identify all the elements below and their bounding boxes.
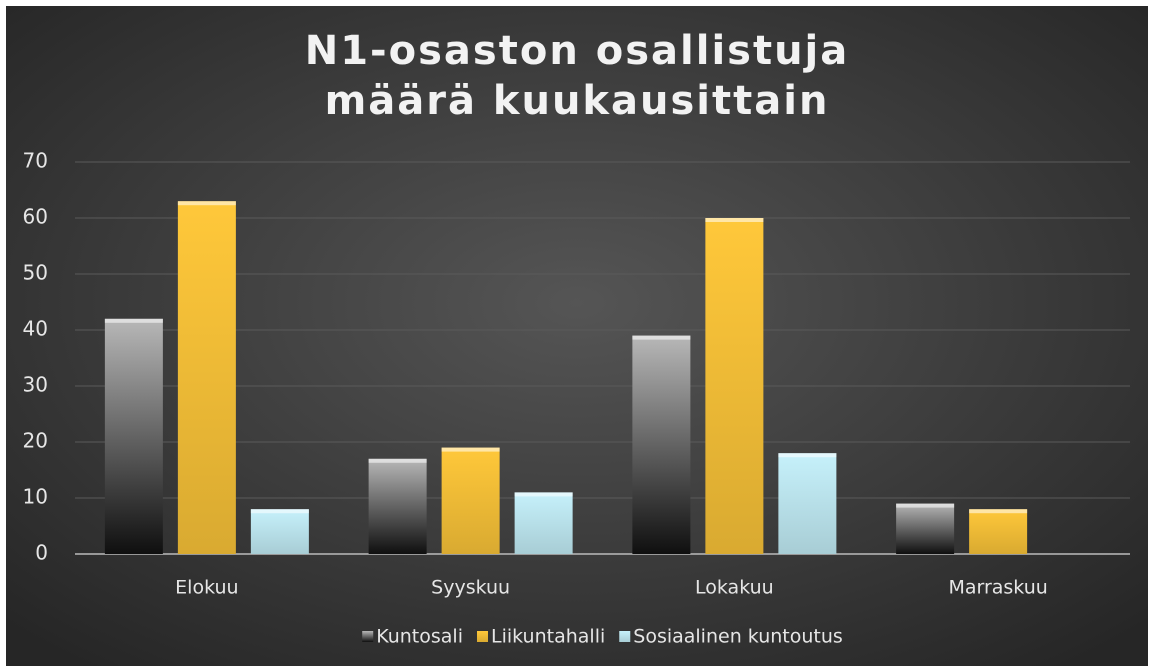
legend-swatch [476,631,488,642]
bar [368,458,427,554]
bar [250,509,309,554]
bar-top [778,453,837,458]
legend-label: Sosiaalinen kuntoutus [633,626,843,648]
x-tick-label: Lokakuu [695,577,774,599]
bar-top [177,201,236,206]
bar-top [441,447,500,452]
bar-top [969,509,1028,514]
bar-top [250,509,309,514]
legend-label: Kuntosali [376,626,463,648]
y-tick-label: 20 [23,429,48,453]
y-tick-label: 40 [23,317,48,341]
bar [778,453,837,554]
bar-top [632,335,691,340]
y-tick-label: 60 [23,205,48,229]
x-tick-label: Marraskuu [948,577,1047,599]
bar-top [896,503,955,508]
bar [177,201,236,554]
y-tick-label: 50 [23,261,48,285]
bar [441,447,500,554]
x-tick-label: Syyskuu [431,577,510,599]
legend-swatch [362,631,374,642]
legend: Kuntosali Liikuntahalli Sosiaalinen kuntou… [362,626,843,648]
x-tick-label: Elokuu [175,577,238,599]
legend-label: Liikuntahalli [491,626,605,648]
legend-swatch [619,631,631,642]
y-tick-label: 30 [23,373,48,397]
bar-top [368,458,427,463]
bar-top [705,218,764,222]
bar-top [514,492,573,497]
bar [969,509,1028,554]
bar [104,318,163,554]
y-tick-label: 0 [35,541,48,565]
bar-top [104,318,163,323]
y-tick-label: 10 [23,485,48,509]
bar [705,218,764,554]
bar [514,492,573,554]
chart-title: N1-osaston osallistuja määrä kuukausitta… [304,28,850,124]
bar [632,335,691,554]
y-tick-label: 70 [23,149,48,173]
bar [896,503,955,554]
